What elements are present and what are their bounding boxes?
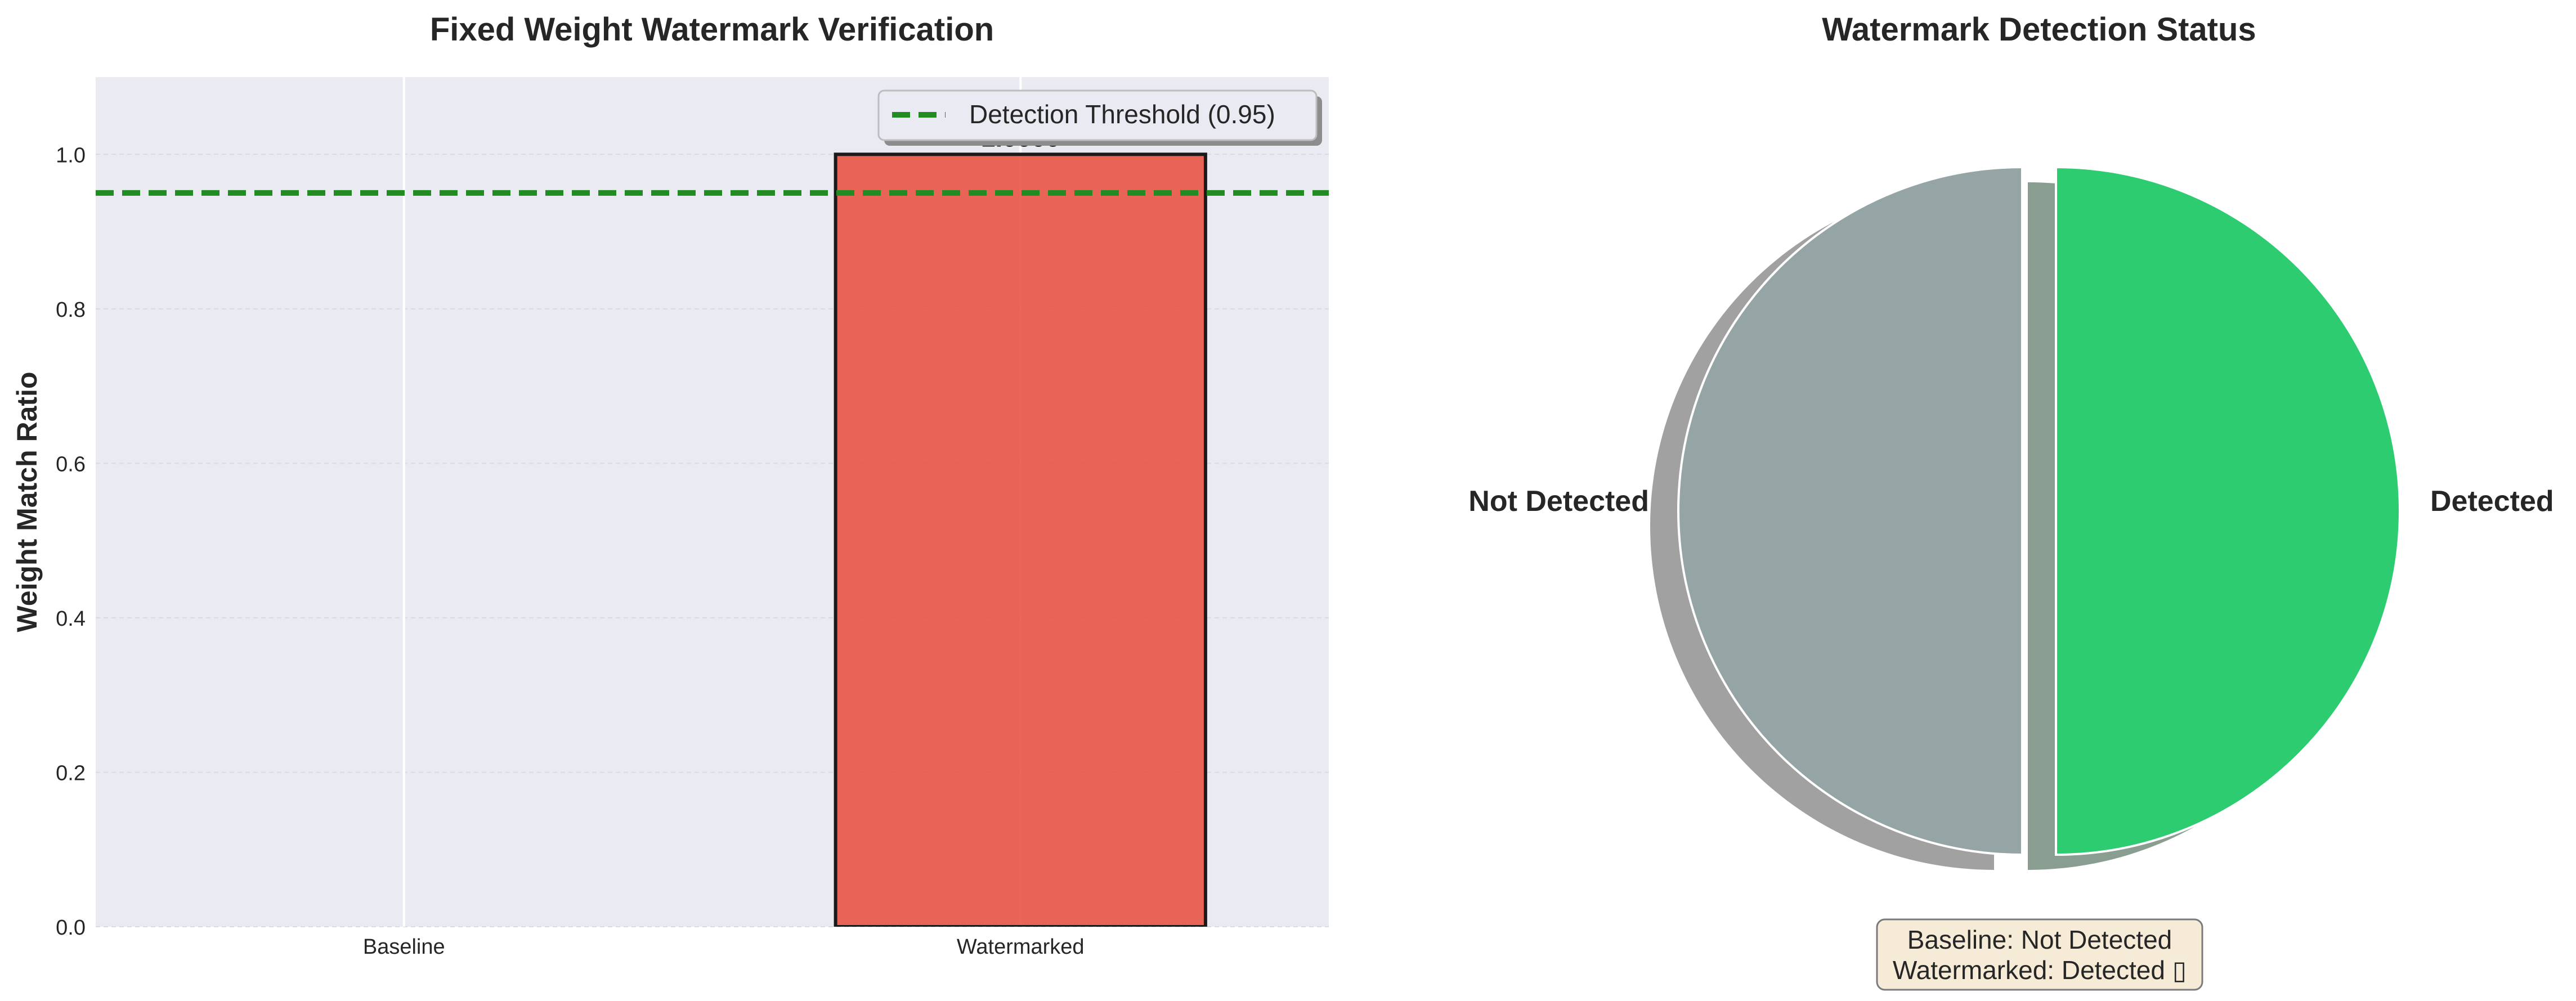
y-tick-label: 0.2 [56, 761, 86, 785]
status-annotation: Baseline: Not Detected Watermarked: Dete… [1876, 918, 2203, 991]
y-tick-label: 0.0 [56, 916, 86, 940]
y-tick-label: 1.0 [56, 143, 86, 167]
y-tick-label: 0.8 [56, 298, 86, 322]
legend-threshold-label: Detection Threshold (0.95) [969, 100, 1275, 129]
pie-label-not-detected: Not Detected [1468, 485, 1649, 518]
pie-chart: Watermark Detection Status Not Detected … [1468, 11, 2554, 991]
x-tick-label: Watermarked [957, 935, 1085, 959]
y-tick-labels: 0.0 0.2 0.4 0.6 0.8 1.0 [56, 143, 86, 940]
bars-layer: 1.0000 [834, 123, 1207, 927]
pie-slice-detected [2055, 165, 2401, 856]
status-annotation-line-2: Watermarked: Detected ▯ [1893, 955, 2187, 985]
y-tick-label: 0.6 [56, 452, 86, 476]
status-annotation-box [1876, 918, 2203, 991]
status-annotation-line-1: Baseline: Not Detected [1907, 925, 2172, 954]
y-axis-label: Weight Match Ratio [11, 372, 43, 632]
pie-label-detected: Detected [2430, 485, 2554, 518]
y-tick-label: 0.4 [56, 607, 86, 631]
pie-slice-not-detected [1677, 165, 2023, 856]
bar-chart: Fixed Weight Watermark Verification 1.00… [11, 11, 1329, 959]
pie-chart-title: Watermark Detection Status [1822, 11, 2256, 48]
x-tick-label: Baseline [363, 935, 445, 959]
x-tick-labels: Baseline Watermarked [363, 935, 1085, 959]
bar-watermarked [834, 152, 1207, 927]
legend: Detection Threshold (0.95) [877, 89, 1322, 146]
pie-slices [1677, 165, 2401, 856]
bar-chart-title: Fixed Weight Watermark Verification [430, 11, 994, 48]
legend-box [877, 89, 1318, 141]
